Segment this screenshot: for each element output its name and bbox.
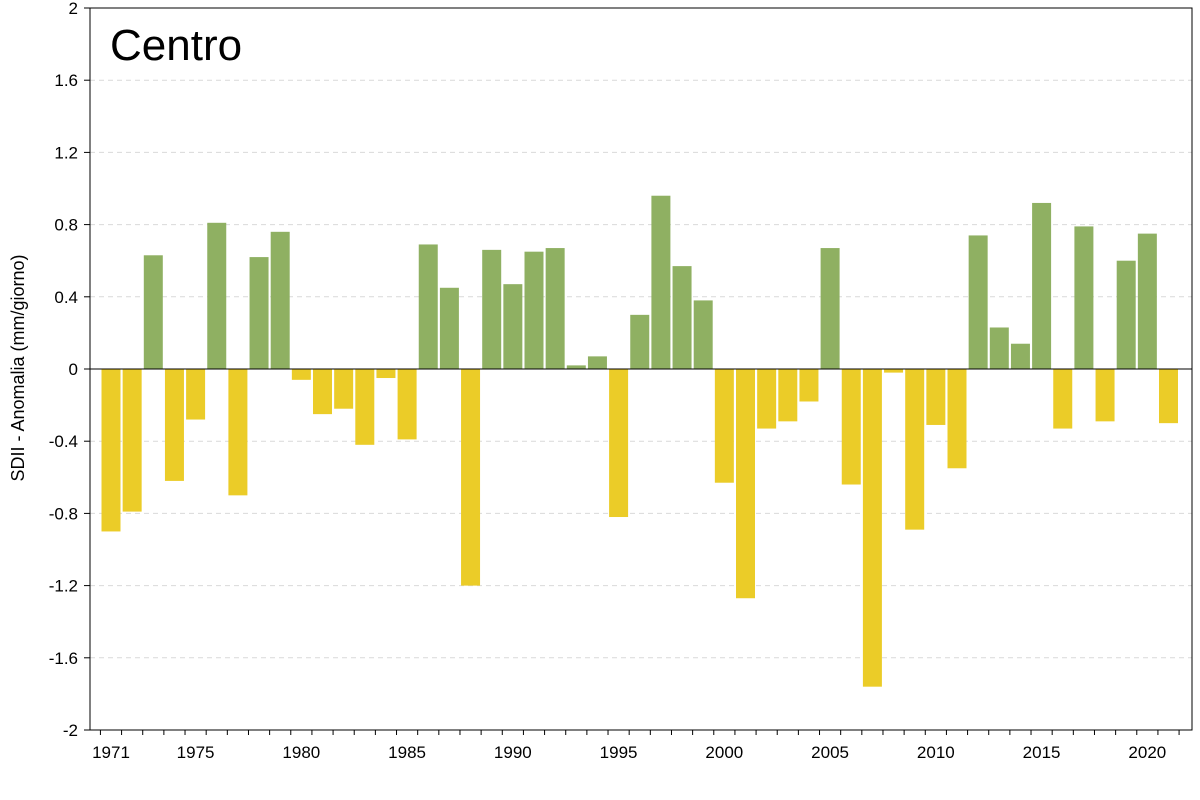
x-tick-labels: 1971 1975 1980 1985 1990 1995 2000 2005 2010 2015… [92, 743, 1166, 762]
y-tick-label: -0.8 [49, 504, 78, 523]
bars-group [101, 195, 1178, 687]
y-tick-label: 0.4 [54, 288, 78, 307]
x-tick-label: 2000 [705, 743, 743, 762]
y-tick-label: 0 [69, 360, 78, 379]
y-tick-label: 0.8 [54, 216, 78, 235]
y-axis-label: SDII - Anomalia (mm/giorno) [8, 254, 28, 481]
bar-2015 [1032, 202, 1052, 369]
bar-1980 [291, 369, 311, 380]
bar-2005 [820, 248, 840, 369]
bar-1999 [693, 300, 713, 369]
bar-1985 [397, 369, 417, 440]
bar-2016 [1053, 369, 1073, 429]
y-tick-label: -0.4 [49, 432, 78, 451]
bar-1995 [609, 369, 629, 518]
bar-1978 [249, 257, 269, 369]
bar-2000 [714, 369, 734, 483]
bar-2001 [736, 369, 755, 599]
bar-1993 [566, 365, 586, 369]
bar-2019 [1116, 260, 1136, 369]
bar-2007 [862, 369, 882, 687]
y-tick-label: 1.6 [54, 71, 78, 90]
bar-1977 [228, 369, 248, 496]
bar-1989 [482, 249, 502, 369]
x-tick-label: 2010 [917, 743, 955, 762]
bar-1988 [461, 369, 481, 586]
x-tick-label: 2020 [1128, 743, 1166, 762]
bar-1991 [524, 251, 544, 369]
bar-2006 [841, 369, 861, 485]
x-tick-label: 1980 [282, 743, 320, 762]
bar-2009 [905, 369, 925, 530]
bar-1975 [186, 369, 206, 420]
bar-1973 [143, 255, 163, 369]
x-tick-label: 2005 [811, 743, 849, 762]
bar-1990 [503, 284, 523, 369]
x-tick-label: 2015 [1023, 743, 1061, 762]
x-tick-label: 1995 [600, 743, 638, 762]
bar-2014 [1010, 343, 1030, 369]
bar-1971 [101, 369, 121, 532]
y-tick-label: -1.6 [49, 649, 78, 668]
bar-1982 [334, 369, 354, 409]
bar-1998 [672, 266, 692, 369]
bar-1976 [207, 222, 227, 369]
bar-1979 [270, 231, 290, 369]
x-tick-label: 1990 [494, 743, 532, 762]
bar-2021 [1159, 369, 1178, 424]
y-tick-label: -2 [63, 721, 78, 740]
bar-1974 [164, 369, 184, 481]
y-tick-labels: 2 1.6 1.2 0.8 0.4 0 -0.4 -0.8 -1.2 -1.6 -2 [49, 0, 78, 740]
bar-1983 [355, 369, 375, 445]
bar-1984 [376, 369, 396, 379]
x-tick-label: 1975 [177, 743, 215, 762]
bar-1987 [439, 287, 459, 369]
bar-1972 [122, 369, 142, 512]
bar-1996 [630, 314, 650, 369]
bar-2020 [1137, 233, 1157, 369]
bar-2002 [757, 369, 777, 429]
bar-2011 [947, 369, 967, 469]
bar-2012 [968, 235, 988, 369]
bar-2010 [926, 369, 946, 425]
x-tick-label: 1971 [92, 743, 130, 762]
bar-2004 [799, 369, 819, 402]
y-tick-label: 2 [69, 0, 78, 18]
bar-2018 [1095, 369, 1115, 422]
bar-1997 [651, 195, 671, 369]
bar-1992 [545, 248, 565, 369]
y-tick-label: -1.2 [49, 577, 78, 596]
bar-2013 [989, 327, 1009, 369]
bar-2003 [778, 369, 798, 422]
bar-2008 [884, 369, 904, 373]
chart-title: Centro [110, 21, 242, 70]
bar-1986 [418, 244, 438, 369]
bar-1981 [313, 369, 332, 415]
bar-1994 [587, 356, 607, 369]
x-tick-label: 1985 [388, 743, 426, 762]
y-tick-label: 1.2 [54, 143, 78, 162]
bar-2017 [1074, 226, 1094, 369]
axes-group [84, 7, 1193, 735]
